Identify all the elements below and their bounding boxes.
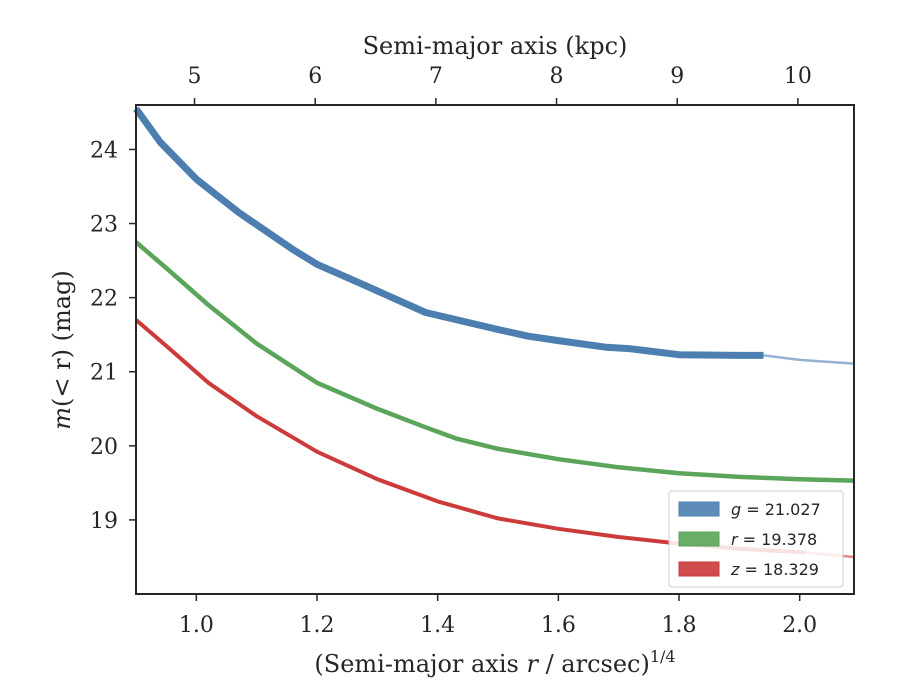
y-tick-label: 21: [90, 361, 118, 386]
legend-label-r: r = 19.378: [731, 530, 817, 549]
x-tick-label: 1.8: [662, 613, 697, 638]
y-tick-label: 22: [90, 287, 118, 312]
series-g-line: [133, 106, 764, 359]
top-tick-label: 7: [429, 64, 443, 89]
legend-label-z: z = 18.329: [730, 560, 819, 579]
top-tick-label: 8: [550, 64, 564, 89]
y-axis-title-arg: (< r): [48, 349, 76, 407]
x-axis-title: (Semi-major axis r / arcsec)1/4: [314, 647, 675, 678]
top-tick-label: 5: [188, 64, 202, 89]
legend-swatch-z: [678, 561, 720, 577]
x-tick-label: 1.0: [179, 613, 214, 638]
top-axis: 5 6 7 8 9 10: [188, 64, 812, 105]
legend-swatch-g: [678, 501, 720, 517]
x-tick-label: 1.4: [420, 613, 455, 638]
top-tick-label: 6: [308, 64, 322, 89]
x-axis-title-middle: / arcsec): [538, 650, 650, 678]
x-axis-title-superscript: 1/4: [650, 647, 676, 666]
legend: g = 21.027 r = 19.378 z = 18.329: [668, 490, 844, 588]
series-r-line: [134, 240, 855, 483]
y-axis-title: m(< r) (mag): [48, 270, 76, 430]
y-tick-label: 24: [90, 138, 118, 163]
bottom-axis: 1.0 1.2 1.4 1.6 1.8 2.0: [179, 594, 817, 638]
x-axis-title-prefix: (Semi-major axis: [314, 650, 526, 678]
legend-swatch-r: [678, 531, 720, 547]
plot-series: [133, 106, 855, 559]
x-tick-label: 1.2: [300, 613, 335, 638]
y-axis-title-func: m: [48, 407, 76, 430]
y-axis-title-unit: (mag): [48, 270, 76, 349]
y-tick-label: 23: [90, 213, 118, 238]
left-axis: 19 20 21 22 23 24: [90, 138, 136, 534]
x-axis-title-var: r: [526, 650, 539, 678]
top-axis-title: Semi-major axis (kpc): [363, 32, 628, 60]
plot-frame: [135, 104, 855, 595]
y-tick-label: 20: [90, 435, 118, 460]
x-tick-label: 1.6: [541, 613, 576, 638]
x-tick-label: 2.0: [782, 613, 817, 638]
y-tick-label: 19: [90, 509, 118, 534]
top-tick-label: 9: [670, 64, 684, 89]
top-tick-label: 10: [784, 64, 812, 89]
legend-label-g: g = 21.027: [731, 500, 821, 519]
series-g-extension-line: [763, 354, 855, 365]
